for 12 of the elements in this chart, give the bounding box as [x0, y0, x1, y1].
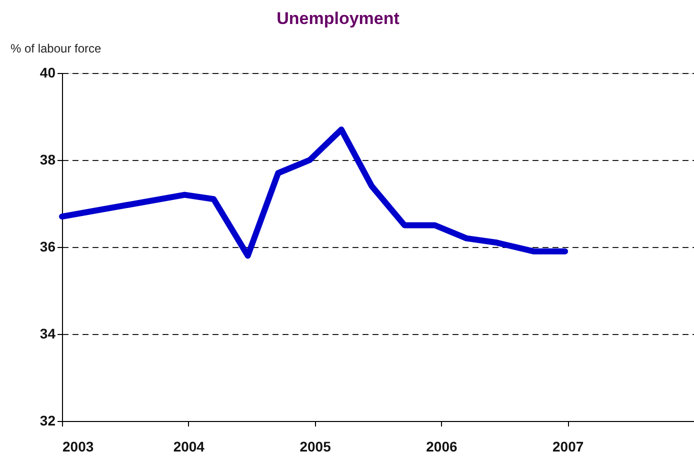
x-tick-label: 2006: [426, 438, 458, 454]
y-tick-label: 40: [40, 64, 56, 80]
x-tick-label: 2003: [62, 438, 94, 454]
x-tick-label: 2005: [300, 438, 332, 454]
x-tick-label: 2004: [173, 438, 205, 454]
y-tick-label: 38: [40, 152, 56, 168]
y-tick-label: 36: [40, 238, 56, 254]
y-axis-title: % of labour force: [10, 42, 102, 56]
chart-title: Unemployment: [276, 9, 400, 28]
y-tick-label: 32: [40, 412, 56, 428]
x-tick-label: 2007: [552, 438, 584, 454]
y-tick-label: 34: [40, 326, 56, 342]
